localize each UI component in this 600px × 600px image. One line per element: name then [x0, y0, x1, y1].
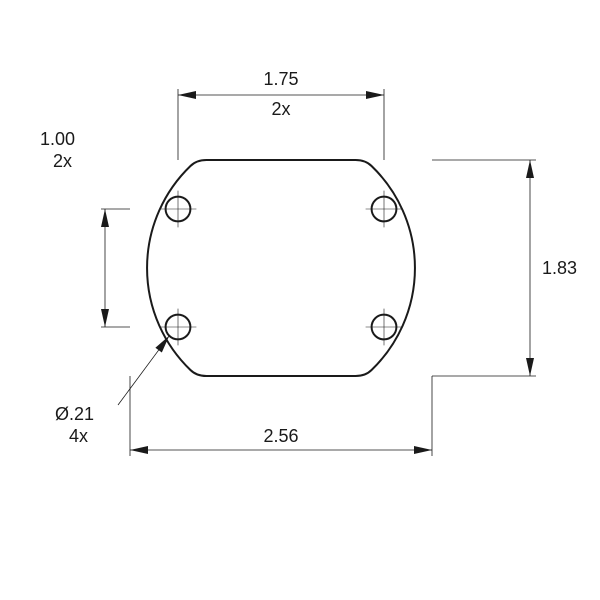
dim-top-value: 1.75 — [263, 69, 298, 89]
dim-left-count: 2x — [53, 151, 72, 171]
dim-right-value: 1.83 — [542, 258, 577, 278]
dim-hole-count: 4x — [69, 426, 88, 446]
dim-left-value: 1.00 — [40, 129, 75, 149]
dim-hole-value: Ø.21 — [55, 404, 94, 424]
dim-bottom-value: 2.56 — [263, 426, 298, 446]
part-outline — [147, 160, 415, 376]
dim-top-count: 2x — [271, 99, 290, 119]
